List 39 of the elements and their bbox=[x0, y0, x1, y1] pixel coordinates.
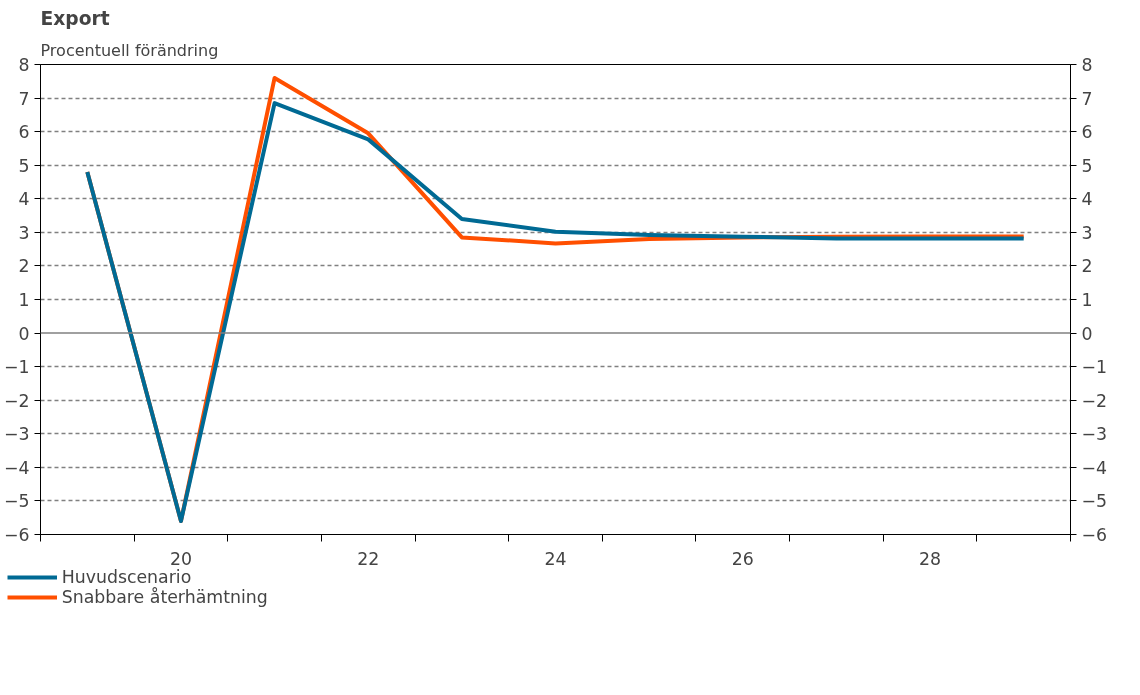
chart-title: Export bbox=[40, 7, 110, 29]
y-tick-label: 0 bbox=[18, 323, 30, 344]
y-tick-label: 5 bbox=[18, 155, 30, 176]
y-tick-label: −6 bbox=[3, 525, 30, 545]
y-tick-label: 8 bbox=[18, 55, 30, 75]
x-tick-label: 22 bbox=[357, 548, 380, 569]
y2-tick-label: −5 bbox=[1081, 491, 1108, 512]
y-tick-label: 4 bbox=[18, 189, 30, 210]
y-tick-label: −5 bbox=[3, 491, 30, 512]
y2-tick-label: 5 bbox=[1081, 155, 1093, 176]
y2-tick-label: −6 bbox=[1081, 525, 1108, 545]
x-tick-label: 20 bbox=[169, 548, 192, 569]
y2-tick-label: −1 bbox=[1081, 357, 1108, 378]
y2-tick-label: −2 bbox=[1081, 390, 1108, 411]
y2-tick-label: 1 bbox=[1081, 290, 1093, 310]
legend-label: Huvudscenario bbox=[61, 567, 192, 587]
y2-tick-label: 3 bbox=[1081, 222, 1093, 243]
y2-tick-label: −3 bbox=[1081, 424, 1108, 445]
y2-tick-label: 0 bbox=[1081, 323, 1093, 344]
y-tick-label: 7 bbox=[18, 88, 30, 109]
y2-tick-label: 4 bbox=[1081, 189, 1093, 210]
y-tick-label: 1 bbox=[18, 290, 30, 310]
y-tick-label: 6 bbox=[18, 122, 30, 143]
y-tick-label: 3 bbox=[18, 222, 30, 243]
y-tick-label: −2 bbox=[3, 390, 30, 411]
chart-subtitle: Procentuell förändring bbox=[40, 40, 219, 60]
y-tick-label: −4 bbox=[3, 457, 30, 478]
x-tick-label: 24 bbox=[544, 548, 567, 569]
y2-tick-label: 8 bbox=[1081, 55, 1093, 75]
x-tick-label: 26 bbox=[731, 548, 754, 569]
x-tick-label: 28 bbox=[919, 548, 942, 569]
y-tick-label: 2 bbox=[18, 256, 30, 277]
y-tick-label: −1 bbox=[3, 357, 30, 378]
y2-tick-label: 6 bbox=[1081, 122, 1093, 143]
y-tick-label: −3 bbox=[3, 424, 30, 445]
legend-label: Snabbare återhämtning bbox=[61, 587, 268, 607]
y2-tick-label: 2 bbox=[1081, 256, 1093, 277]
y2-tick-label: 7 bbox=[1081, 88, 1093, 109]
y2-tick-label: −4 bbox=[1081, 457, 1108, 478]
